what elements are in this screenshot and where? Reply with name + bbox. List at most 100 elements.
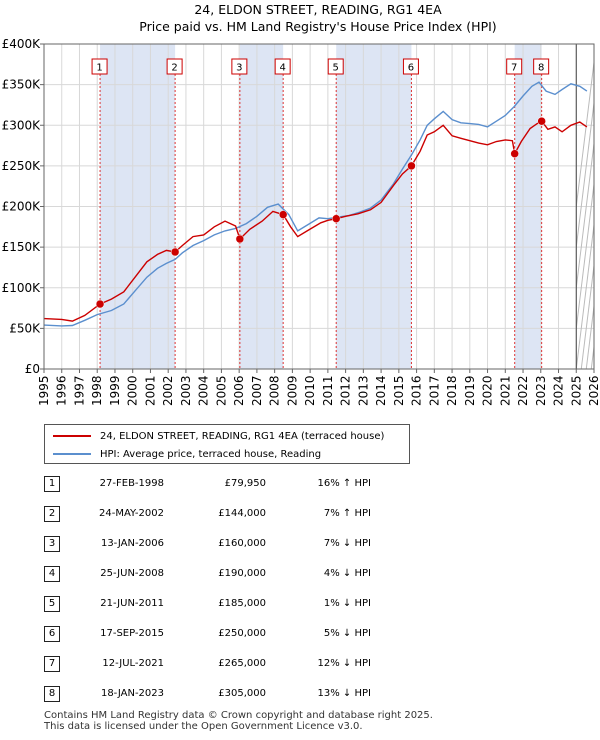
sale-row-4: 4 25-JUN-2008 £190,000 4% ↓ HPI <box>0 564 600 584</box>
y-tick-label: £50K <box>9 321 41 335</box>
x-tick-label: 2017 <box>427 375 441 406</box>
sale-label-5: 5 <box>327 58 344 75</box>
sale-number-badge: 4 <box>44 566 60 582</box>
sale-hpi-diff: 5% ↓ HPI <box>323 628 371 639</box>
sale-labels: 1 2 3 4 5 6 7 8 <box>91 58 550 75</box>
sale-number-badge: 1 <box>44 476 60 492</box>
sale-row-8: 8 18-JAN-2023 £305,000 13% ↓ HPI <box>0 684 600 704</box>
sale-hpi-diff: 7% ↑ HPI <box>323 508 371 519</box>
x-tick-label: 1996 <box>55 375 69 406</box>
x-tick-label: 2004 <box>197 375 211 406</box>
sale-hpi-diff: 16% ↑ HPI <box>317 478 371 489</box>
sale-row-5: 5 21-JUN-2011 £185,000 1% ↓ HPI <box>0 594 600 614</box>
x-tick-label: 2002 <box>161 375 175 406</box>
sale-marker-1 <box>95 299 105 309</box>
legend-label-property: 24, ELDON STREET, READING, RG1 4EA (terr… <box>100 430 385 442</box>
sale-label-text: 6 <box>408 63 414 74</box>
x-tick-label: 2021 <box>498 375 512 406</box>
series-lines <box>43 81 588 327</box>
footer-licence: This data is licensed under the Open Gov… <box>44 721 363 732</box>
sale-label-text: 2 <box>171 63 177 74</box>
sale-row-7: 7 12-JUL-2021 £265,000 12% ↓ HPI <box>0 654 600 674</box>
sale-label-6: 6 <box>402 58 419 75</box>
sale-label-text: 1 <box>96 63 102 74</box>
sale-price: £160,000 <box>218 538 266 549</box>
legend-swatch-hpi <box>53 453 91 455</box>
sale-hpi-diff: 7% ↓ HPI <box>323 538 371 549</box>
sale-marker-5 <box>331 214 341 223</box>
price-chart: 24, ELDON STREET, READING, RG1 4EA Price… <box>2 2 600 406</box>
forecast-hatch-lines <box>576 44 600 369</box>
sale-date: 24-MAY-2002 <box>98 508 164 519</box>
x-tick-label: 2022 <box>516 375 530 406</box>
legend-swatch-property <box>53 435 91 437</box>
sale-label-box <box>274 58 291 75</box>
x-tick-label: 1998 <box>90 375 104 406</box>
legend-item-property: 24, ELDON STREET, READING, RG1 4EA (terr… <box>53 427 384 445</box>
sale-number-badge: 8 <box>44 686 60 702</box>
hatch-line <box>576 58 594 211</box>
legend: 24, ELDON STREET, READING, RG1 4EA (terr… <box>44 424 410 464</box>
sale-number-badge: 2 <box>44 506 60 522</box>
sale-vertical-lines <box>99 74 543 369</box>
x-tick-label: 1995 <box>37 375 51 406</box>
sale-hpi-diff: 12% ↓ HPI <box>317 658 371 669</box>
sale-price: £250,000 <box>218 628 266 639</box>
x-tick-label: 2010 <box>303 375 317 406</box>
sale-hpi-diff: 13% ↓ HPI <box>317 688 371 699</box>
x-tick-label: 2009 <box>285 375 299 406</box>
sale-price: £305,000 <box>218 688 266 699</box>
x-tick-label: 2025 <box>569 375 583 406</box>
sale-marker-6 <box>407 161 416 171</box>
sale-label-8: 8 <box>533 58 550 75</box>
sale-markers <box>95 116 546 309</box>
x-axis-ticks: 1995 1996 1997 1998 1999 2000 2001 2002 2003 2004… <box>37 369 600 406</box>
sale-price: £190,000 <box>218 568 266 579</box>
sale-date: 25-JUN-2008 <box>100 568 164 579</box>
y-tick-label: £0 <box>25 362 40 376</box>
sale-date: 17-SEP-2015 <box>100 628 164 639</box>
hatch-line <box>596 44 600 369</box>
hatch-line <box>576 180 594 333</box>
x-tick-label: 2000 <box>126 375 140 406</box>
sale-price: £185,000 <box>218 598 266 609</box>
hatch-line <box>576 98 594 252</box>
y-tick-label: £150K <box>2 240 42 254</box>
y-tick-label: £200K <box>2 200 42 214</box>
x-tick-label: 2005 <box>214 375 228 406</box>
sale-marker-8 <box>537 116 546 126</box>
hatch-line <box>580 261 594 369</box>
sale-number-badge: 7 <box>44 656 60 672</box>
sale-row-3: 3 13-JAN-2006 £160,000 7% ↓ HPI <box>0 534 600 554</box>
sale-date: 13-JAN-2006 <box>100 538 164 549</box>
x-tick-label: 2014 <box>374 375 388 406</box>
sale-date: 27-FEB-1998 <box>99 478 164 489</box>
attribution-footer: Contains HM Land Registry data © Crown c… <box>44 710 433 732</box>
x-tick-label: 2013 <box>356 375 370 406</box>
x-tick-label: 2006 <box>232 375 246 406</box>
sale-label-7: 7 <box>506 58 523 75</box>
x-tick-label: 2024 <box>552 375 566 406</box>
x-tick-label: 2011 <box>321 375 335 406</box>
chart-subtitle: Price paid vs. HM Land Registry's House … <box>139 19 496 34</box>
legend-item-hpi: HPI: Average price, terraced house, Read… <box>53 445 321 463</box>
y-tick-label: £250K <box>2 159 42 173</box>
x-tick-label: 2018 <box>445 375 459 406</box>
sale-label-box <box>327 58 344 75</box>
sale-number-badge: 6 <box>44 626 60 642</box>
sale-label-box <box>166 58 183 75</box>
sale-label-text: 8 <box>538 63 544 74</box>
sale-price: £265,000 <box>218 658 266 669</box>
sale-label-3: 3 <box>231 58 248 75</box>
sale-price: £79,950 <box>224 478 266 489</box>
sale-label-text: 3 <box>236 63 242 74</box>
chart-title: 24, ELDON STREET, READING, RG1 4EA <box>194 2 442 17</box>
hatch-line <box>576 220 594 369</box>
sale-row-2: 2 24-MAY-2002 £144,000 7% ↑ HPI <box>0 504 600 524</box>
y-axis-ticks: £0 £50K £100K £150K £200K £250K £300K £350K £400… <box>2 37 44 376</box>
x-tick-label: 2001 <box>143 375 157 406</box>
forecast-hatch <box>575 44 600 369</box>
x-tick-label: 2008 <box>268 375 282 406</box>
sale-price: £144,000 <box>218 508 266 519</box>
sale-label-box <box>533 58 550 75</box>
